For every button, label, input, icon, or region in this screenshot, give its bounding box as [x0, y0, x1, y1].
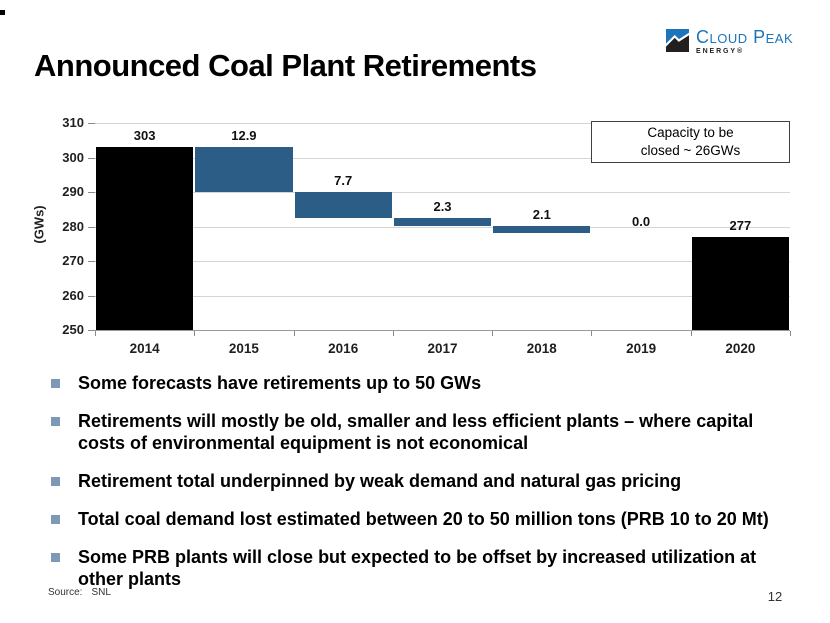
bullet-text: Retirement total underpinned by weak dem… [78, 471, 682, 491]
y-axis-tick [88, 226, 95, 228]
y-axis-tick-label: 280 [62, 218, 84, 234]
bar-value-label: 0.0 [632, 214, 651, 230]
x-axis-tick [690, 331, 692, 336]
bullet-item: Total coal demand lost estimated between… [48, 508, 794, 530]
bar-value-label: 277 [729, 217, 752, 233]
waterfall-bar-2015 [195, 147, 293, 192]
bar-value-label: 303 [133, 128, 156, 144]
plot-area: 250 260 270 280 290 300 310 2014 2015 2016 2017 201… [62, 115, 791, 356]
waterfall-chart: (GWs) 250 260 270 280 290 300 310 2014 2015 2016 2… [32, 110, 800, 365]
y-axis-tick [88, 261, 95, 262]
bar-value-label: 2.1 [532, 207, 551, 223]
bullet-text: Some forecasts have retirements up to 50… [78, 373, 482, 393]
y-axis-tick-label: 260 [62, 287, 84, 303]
page-number: 12 [767, 589, 783, 604]
bullet-square-icon [51, 553, 60, 562]
waterfall-bar-2014 [96, 147, 194, 330]
x-axis-category-label: 2016 [328, 341, 359, 356]
y-axis-tick [88, 330, 95, 331]
x-axis-tick [95, 331, 96, 336]
waterfall-bar-2017 [393, 218, 492, 227]
mountain-peak-icon [666, 29, 689, 52]
x-axis-line [95, 330, 790, 331]
x-axis-category-label: 2014 [129, 341, 160, 356]
y-axis-tick-label: 270 [62, 253, 84, 268]
logo-company-subname: ENERGY® [696, 48, 745, 55]
y-axis-tick [88, 192, 95, 193]
capacity-callout-line2: closed ~ 26GWs [640, 143, 741, 158]
source-note: Source: SNL [48, 587, 111, 598]
y-axis-tick-label: 290 [62, 184, 84, 199]
x-axis-tick [790, 331, 791, 336]
bullet-text: Some PRB plants will close but expected … [78, 547, 757, 589]
capacity-callout-line1: Capacity to be [647, 125, 734, 140]
bullet-text: Retirements will mostly be old, smaller … [78, 411, 754, 453]
cloud-peak-logo: Cloud Peak ENERGY® [666, 27, 794, 55]
page-title: Announced Coal Plant Retirements [34, 47, 537, 83]
bar-value-label: 7.7 [334, 172, 353, 188]
waterfall-bar-2018 [493, 226, 591, 234]
slide-edge-artifact [0, 10, 5, 15]
source-label: Source: [48, 587, 83, 598]
y-axis-tick [88, 157, 95, 159]
x-axis-category-label: 2015 [228, 341, 259, 356]
y-axis-tick [88, 123, 95, 124]
bullet-item: Retirement total underpinned by weak dem… [48, 470, 794, 492]
gridline [95, 261, 790, 262]
bullet-square-icon [51, 379, 60, 388]
bullet-square-icon [51, 417, 60, 426]
bullet-item: Some forecasts have retirements up to 50… [48, 372, 794, 394]
bullet-item: Some PRB plants will close but expected … [48, 546, 794, 590]
waterfall-bar-2020 [691, 236, 789, 330]
bullet-text: Total coal demand lost estimated between… [78, 509, 769, 529]
x-axis-tick [591, 331, 593, 336]
y-axis-tick [88, 295, 95, 297]
x-axis-tick [194, 331, 196, 336]
bullet-list: Some forecasts have retirements up to 50… [48, 372, 794, 606]
source-value: SNL [91, 587, 111, 598]
gridline [95, 123, 790, 124]
x-axis-category-label: 2018 [526, 341, 557, 356]
bar-value-label: 2.3 [433, 199, 452, 215]
bar-value-label: 12.9 [231, 128, 257, 144]
x-axis-tick [492, 331, 494, 336]
gridline [95, 192, 790, 193]
bullet-square-icon [51, 515, 60, 524]
bullet-item: Retirements will mostly be old, smaller … [48, 410, 794, 454]
logo-company-name: Cloud Peak [696, 27, 794, 47]
gridline [95, 295, 790, 297]
x-axis-tick [392, 331, 394, 336]
x-axis-tick [293, 331, 295, 336]
gridline [95, 226, 790, 228]
logo-text: Cloud Peak ENERGY® [696, 27, 794, 55]
bullet-square-icon [51, 477, 60, 486]
x-axis-category-label: 2017 [427, 341, 458, 356]
waterfall-bar-2016 [294, 191, 392, 219]
x-axis-category-label: 2020 [725, 341, 756, 356]
gridline [95, 157, 790, 159]
y-axis-tick-label: 250 [62, 322, 84, 337]
y-axis-tick-label: 310 [62, 115, 84, 130]
y-axis-tick-label: 300 [62, 149, 84, 165]
capacity-callout: Capacity to be closed ~ 26GWs [591, 121, 790, 163]
x-axis-category-label: 2019 [626, 341, 657, 356]
